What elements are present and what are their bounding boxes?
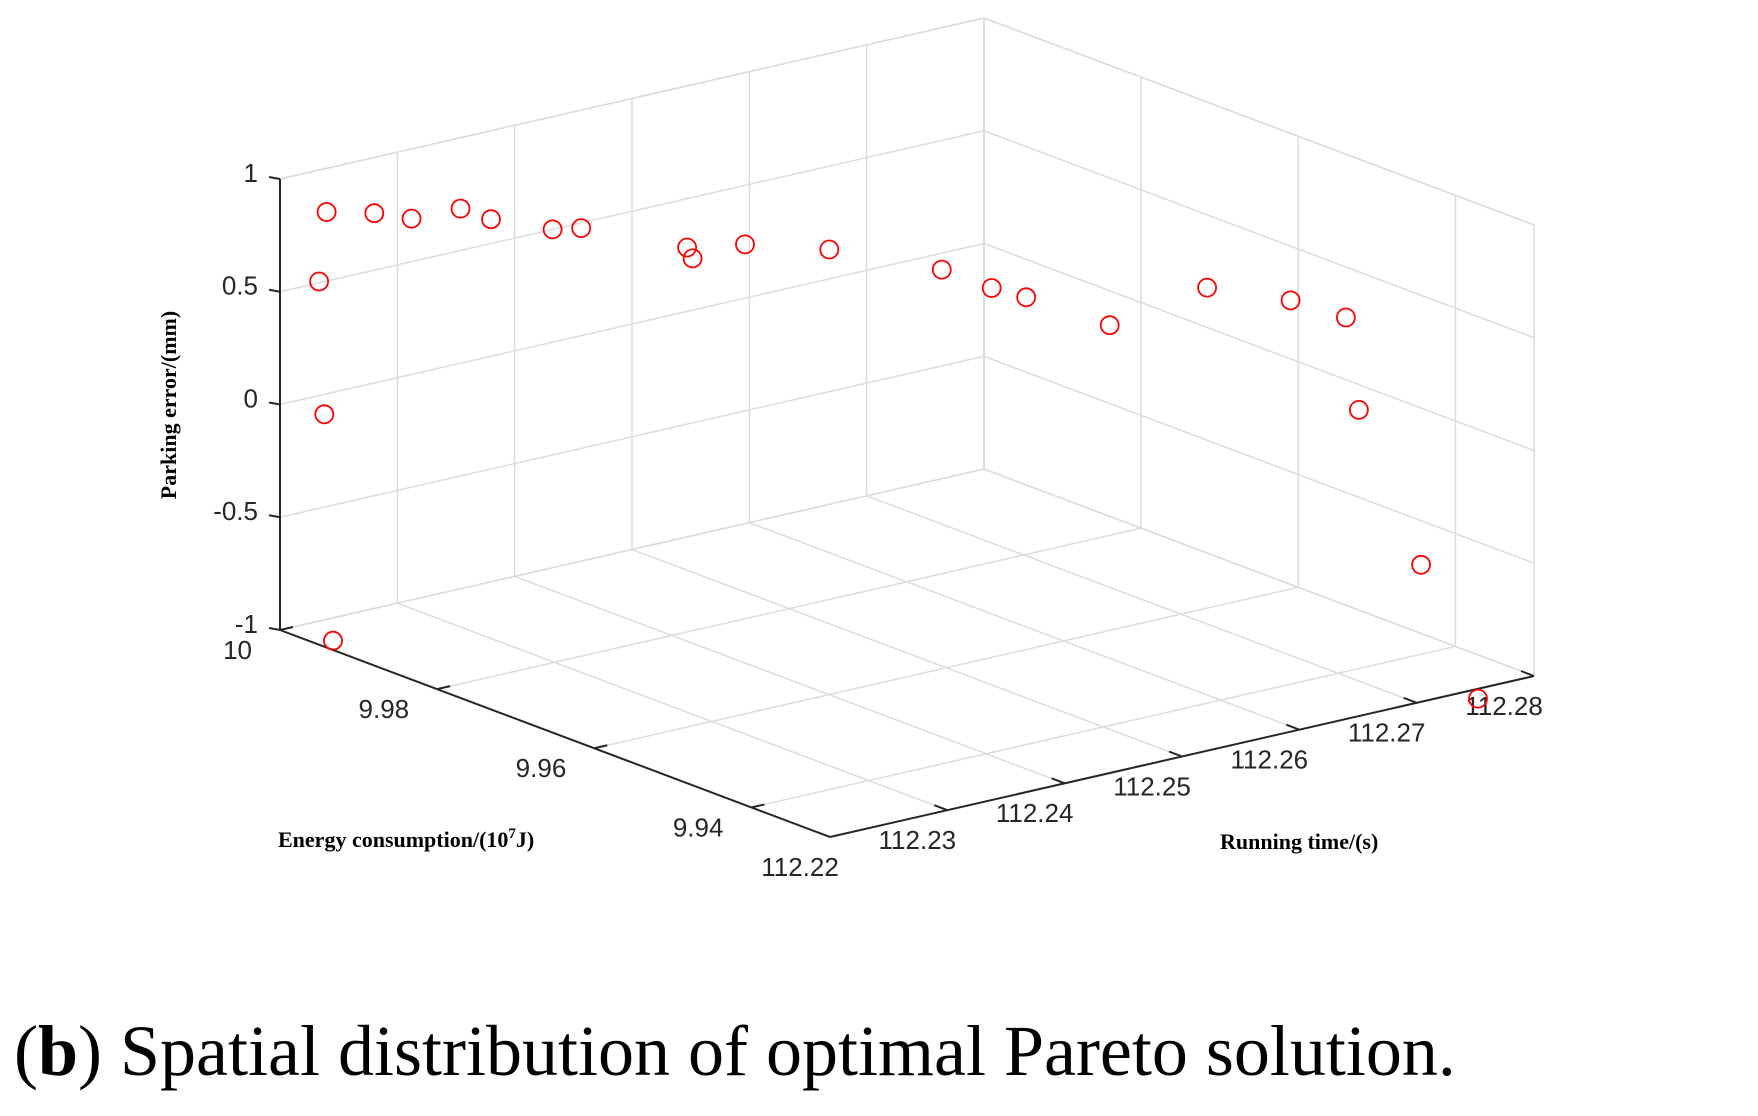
y-tick-mark [279,626,294,631]
x-tick-label: 112.27 [1348,718,1426,748]
pareto-point [931,259,952,280]
pareto-point [316,202,337,222]
pareto-point [677,237,697,258]
y-axis-title-superscript: 7 [508,826,516,842]
x-tick-label: 112.25 [1113,771,1191,801]
side-wall-grid-line [983,468,1535,677]
y-tick-mark [594,744,608,750]
pareto-point [735,234,755,255]
z-tick-label: -1 [235,609,258,639]
floor-grid-line [436,527,1142,690]
pareto-point [323,630,343,651]
x-tick-label: 112.23 [879,825,957,855]
pareto-point [981,278,1002,298]
z-axis-title: Parking error/(mm) [156,311,181,499]
pareto-point [542,219,563,240]
x-tick-mark [1051,777,1066,785]
box-edge [279,17,985,180]
z-tick-label: -0.5 [213,496,258,526]
x-tick-label: 112.26 [1231,745,1309,775]
floor-grid-line [594,586,1299,750]
z-tick-label: 0.5 [222,271,258,301]
grid-lines [279,17,1535,838]
pareto-point [309,271,330,292]
x-tick-mark [1403,696,1418,704]
pareto-point [1280,290,1301,311]
x-tick-mark [1520,670,1535,677]
floor-grid-line [749,521,1300,731]
side-wall-grid-line [983,355,1535,564]
floor-grid-line [751,645,1456,809]
x-tick-mark [816,831,831,838]
side-wall-grid-line [983,130,1535,339]
z-tick-label: 1 [244,158,258,188]
pareto-point [571,218,592,239]
z-tick-mark [268,288,281,293]
pareto-point [682,248,703,269]
floor-grid-line [631,548,1183,758]
pareto-point [1197,277,1217,298]
y-tick-label: 9.94 [673,812,724,842]
floor-grid-line [397,602,948,811]
x-tick-label: 112.28 [1465,691,1543,721]
pareto-point [819,239,840,260]
z-tick-label: 0 [244,383,258,413]
x-tick-label: 112.24 [996,798,1074,828]
back-wall-grid-line [279,355,985,518]
x-tick-mark [1285,723,1300,731]
y-tick-label: 9.98 [359,694,410,724]
y-tick-mark [436,685,451,691]
z-tick-mark [268,514,281,519]
back-wall-grid-line [279,130,985,293]
x-tick-mark [933,804,948,812]
pareto-point [1411,554,1431,575]
box-edge [983,17,1535,226]
y-axis-title: Energy consumption/(107J) [278,826,534,852]
pareto-point [364,203,385,224]
z-tick-mark [268,401,281,406]
pareto-point [1099,315,1120,336]
y-tick-mark [751,803,765,809]
caption-letter: b [38,1011,78,1091]
y-tick-label: 9.96 [516,753,567,783]
pareto-point [450,198,471,219]
z-tick-mark [268,176,281,180]
pareto-point [1336,307,1356,328]
pareto-point [1468,688,1488,709]
pareto-point [314,404,335,425]
pareto-point [1016,287,1037,308]
pareto-point [1349,399,1369,420]
figure-caption: (b) Spatial distribution of optimal Pare… [14,1011,1456,1091]
z-tick-mark [268,627,281,631]
scatter-points [309,198,1488,709]
side-wall-grid-line [983,242,1535,452]
y-axis-line [279,629,831,838]
x-tick-label: 112.22 [761,852,839,882]
floor-grid-line [514,575,1065,785]
x-tick-mark [1168,750,1183,758]
back-wall-grid-line [279,242,985,406]
floor-grid-line [866,495,1417,704]
back-wall-grid-line [279,468,985,631]
y-tick-label: 10 [223,635,252,665]
x-axis-title: Running time/(s) [1220,829,1378,854]
axes [268,176,1535,838]
pareto-point [401,208,422,229]
pareto-point [481,209,501,230]
tick-labels: 112.22 112.23 112.24 112.25 112.26 112.27 112.… [213,158,1543,882]
